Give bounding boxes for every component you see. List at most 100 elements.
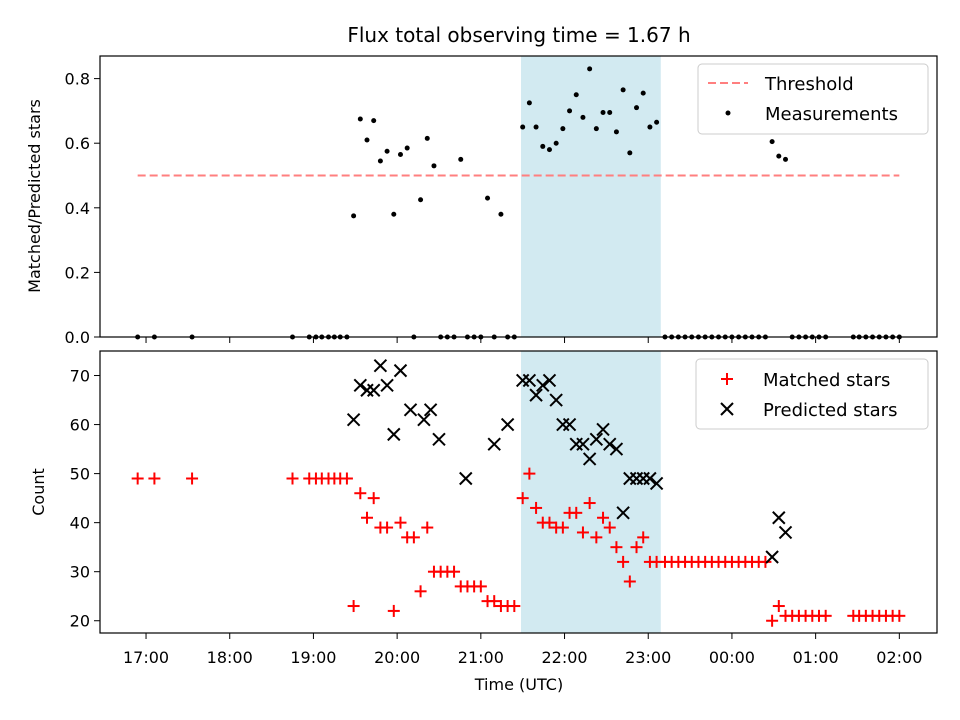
matched-point-22 (421, 521, 434, 534)
predicted-point-6 (387, 427, 401, 442)
count-panel: 20 30 40 50 60 70 17:00 18:00 19:00 20:00 21:00 22… (29, 350, 938, 694)
predicted-legend-swatch (720, 402, 734, 416)
ratio-y-label: Matched/Predicted stars (25, 99, 44, 293)
measurement-point-11 (351, 213, 357, 219)
measurement-point-55 (647, 124, 653, 130)
matched-point-20 (407, 531, 420, 544)
matched-point-3 (286, 472, 299, 485)
predicted-point-7 (393, 363, 408, 378)
ratio-ytick-label-1: 0.2 (65, 263, 90, 282)
measurement-point-12 (357, 116, 363, 122)
ratio-ytick-label-4: 0.8 (65, 70, 90, 89)
predicted-point-24 (576, 437, 590, 451)
predicted-point-3 (366, 383, 381, 397)
predicted-point-28 (603, 437, 617, 451)
predicted-point-38 (778, 525, 793, 540)
matched-legend-label: Matched stars (763, 370, 890, 391)
threshold-legend-label: Threshold (764, 74, 854, 95)
count-series-group (131, 359, 906, 627)
time-x-label: Time (UTC) (474, 675, 563, 694)
predicted-point-9 (417, 412, 431, 427)
measurement-point-13 (364, 137, 370, 143)
predicted-point-16 (522, 373, 537, 388)
predicted-point-12 (459, 471, 473, 486)
measurement-point-49 (607, 110, 613, 116)
matched-legend-swatch (721, 373, 733, 385)
matched-point-44 (570, 506, 583, 519)
measurement-point-56 (654, 119, 660, 125)
measurement-point-47 (593, 126, 599, 132)
count-ytick-label-0: 20 (70, 612, 90, 631)
time-xtick-label-8: 01:00 (793, 648, 839, 667)
matched-point-89 (893, 609, 906, 622)
time-xtick-label-5: 22:00 (541, 648, 587, 667)
predicted-point-4 (373, 359, 388, 373)
time-xtick-label-4: 21:00 (458, 648, 504, 667)
matched-point-47 (590, 531, 603, 544)
predicted-point-29 (609, 442, 624, 456)
predicted-point-25 (582, 452, 597, 466)
predicted-point-19 (542, 373, 557, 388)
measurement-point-45 (580, 114, 586, 120)
count-legend: Matched stars Predicted stars (695, 358, 929, 430)
matched-point-49 (603, 521, 616, 534)
ratio-y-axis: 0.0 0.2 0.4 0.6 0.8 (65, 70, 100, 347)
predicted-point-18 (536, 378, 550, 393)
measurement-point-17 (391, 211, 397, 217)
measurement-point-74 (776, 153, 782, 159)
measurement-point-23 (431, 163, 437, 169)
matched-point-40 (543, 516, 556, 529)
matched-point-45 (576, 526, 589, 539)
time-xtick-label-2: 19:00 (290, 648, 336, 667)
matched-point-53 (630, 541, 643, 554)
measurement-point-38 (533, 124, 539, 130)
measurement-point-33 (498, 211, 504, 217)
ratio-ytick-label-2: 0.4 (65, 199, 90, 218)
predicted-point-8 (403, 403, 418, 417)
matched-point-37 (523, 467, 536, 480)
count-plot-frame (99, 350, 938, 634)
matched-point-13 (361, 511, 374, 524)
matched-point-17 (387, 604, 400, 617)
ratio-legend: Threshold Measurements (697, 63, 929, 135)
measurement-point-16 (384, 148, 390, 154)
measurement-point-22 (424, 135, 430, 141)
measurement-point-19 (404, 145, 410, 151)
time-xtick-label-0: 17:00 (123, 648, 169, 667)
matched-point-2 (186, 472, 199, 485)
measurement-point-18 (397, 152, 403, 158)
predicted-point-35 (649, 476, 664, 491)
matched-point-30 (474, 580, 487, 593)
predicted-point-1 (353, 378, 368, 393)
matched-point-42 (556, 521, 569, 534)
matched-point-51 (617, 555, 630, 568)
measurement-point-27 (458, 156, 464, 162)
matched-point-52 (623, 575, 636, 588)
predicted-point-0 (346, 412, 361, 427)
measurement-point-15 (377, 158, 383, 164)
time-xtick-label-1: 18:00 (207, 648, 253, 667)
predicted-point-37 (772, 511, 786, 525)
measurement-point-39 (540, 143, 546, 149)
matched-point-35 (508, 600, 521, 613)
matched-point-16 (381, 521, 394, 534)
matched-point-26 (448, 565, 461, 578)
matched-point-14 (367, 492, 380, 505)
matched-point-21 (414, 585, 427, 598)
matched-point-10 (340, 472, 353, 485)
predicted-point-27 (596, 422, 610, 437)
measurement-point-46 (587, 66, 593, 72)
predicted-point-10 (423, 403, 438, 417)
matched-point-18 (394, 516, 407, 529)
measurement-point-54 (640, 90, 646, 96)
matched-point-48 (597, 511, 610, 524)
measurement-point-75 (783, 156, 789, 162)
chart-title: Flux total observing time = 1.67 h (347, 23, 690, 47)
matched-point-54 (637, 531, 650, 544)
time-xtick-label-7: 00:00 (709, 648, 755, 667)
measurements-legend-swatch (725, 110, 731, 116)
ratio-panel: 0.00.20.40.60.8 Matched/Predicted stars … (25, 55, 938, 347)
count-ytick-label-1: 30 (70, 563, 90, 582)
predicted-point-14 (500, 417, 515, 432)
